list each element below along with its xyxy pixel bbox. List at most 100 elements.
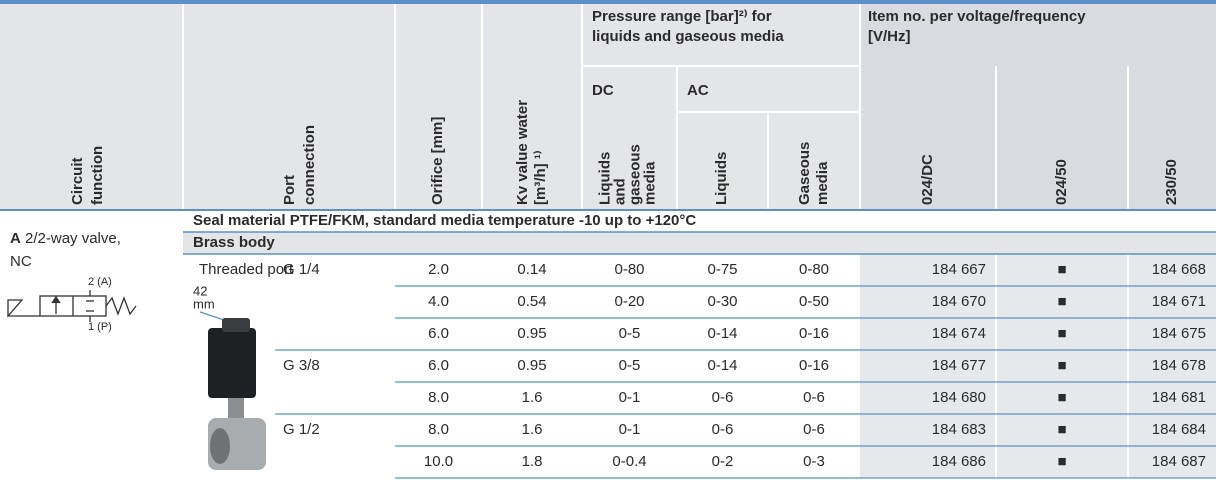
cell: 0-80 xyxy=(614,261,644,278)
column-header: gaseous xyxy=(626,144,643,205)
thread-size: G 1/2 xyxy=(283,421,320,438)
cell: 0-6 xyxy=(712,389,734,406)
port-type: Threaded port xyxy=(199,261,294,278)
cell: 0-80 xyxy=(799,261,829,278)
cell: 0-75 xyxy=(707,261,737,278)
column-header: Port xyxy=(281,175,298,205)
body-row: Brass body xyxy=(193,234,275,251)
cell: 184 683 xyxy=(932,421,986,438)
valve-photo xyxy=(199,311,266,470)
cell: 0.95 xyxy=(517,357,546,374)
circuit-label: A 2/2-way valve, xyxy=(10,230,121,247)
cell: 6.0 xyxy=(428,357,449,374)
cell: 0-1 xyxy=(619,421,641,438)
circuit-letter: A xyxy=(10,230,21,247)
cell: ■ xyxy=(1057,325,1066,342)
seal-row: Seal material PTFE/FKM, standard media t… xyxy=(193,212,696,229)
header-separators xyxy=(182,4,1129,210)
cell: 0-16 xyxy=(799,325,829,342)
cell: 8.0 xyxy=(428,421,449,438)
column-header: 230/50 xyxy=(1163,159,1180,205)
image-caption: 42 xyxy=(193,283,207,298)
cell: 0-2 xyxy=(712,453,734,470)
circuit-text: 2/2-way valve, xyxy=(25,230,121,247)
cell: 0-6 xyxy=(803,421,825,438)
column-header: Orifice [mm] xyxy=(429,117,446,205)
cell: 184 670 xyxy=(932,293,986,310)
cell: 184 667 xyxy=(932,261,986,278)
item-separators xyxy=(995,254,1129,478)
cell: 184 677 xyxy=(932,357,986,374)
cell: 0-20 xyxy=(614,293,644,310)
column-header: Liquids xyxy=(713,152,730,205)
port-label: 2 (A) xyxy=(88,276,112,288)
cell: 184 674 xyxy=(932,325,986,342)
cell: ■ xyxy=(1057,389,1066,406)
cell: ■ xyxy=(1057,261,1066,278)
header-text: AC xyxy=(687,82,709,99)
cell: 6.0 xyxy=(428,325,449,342)
header-text: liquids and gaseous media xyxy=(592,28,784,45)
cell: 184 684 xyxy=(1152,421,1206,438)
cell: ■ xyxy=(1057,357,1066,374)
item-cells-bg xyxy=(860,254,1216,478)
cell: 1.8 xyxy=(522,453,543,470)
cell: 0.54 xyxy=(517,293,546,310)
column-header: 024/DC xyxy=(919,154,936,205)
cell: 184 668 xyxy=(1152,261,1206,278)
cell: 1.6 xyxy=(522,389,543,406)
cell: 0-14 xyxy=(707,357,737,374)
column-header: Kv value water xyxy=(514,100,531,205)
column-header: 024/50 xyxy=(1053,159,1070,205)
column-header: and xyxy=(611,178,628,205)
header-text: Pressure range [bar]²⁾ for xyxy=(592,8,772,25)
cell: 0-14 xyxy=(707,325,737,342)
column-header: Circuit xyxy=(69,157,86,205)
cell: 0-6 xyxy=(712,421,734,438)
image-caption: mm xyxy=(193,296,215,311)
cell: 0-3 xyxy=(803,453,825,470)
column-header: connection xyxy=(301,125,318,205)
cell: 0.14 xyxy=(517,261,546,278)
column-header: Gaseous xyxy=(796,142,813,205)
column-header: [m³/h] ¹⁾ xyxy=(532,150,549,205)
port-label: 1 (P) xyxy=(88,321,112,333)
cell: 0.95 xyxy=(517,325,546,342)
cell: 184 686 xyxy=(932,453,986,470)
thread-size: G 3/8 xyxy=(283,357,320,374)
cell: 2.0 xyxy=(428,261,449,278)
cell: 0-50 xyxy=(799,293,829,310)
cell: 0-6 xyxy=(803,389,825,406)
cell: 184 680 xyxy=(932,389,986,406)
valve-symbol xyxy=(7,290,137,322)
cell: 0-0.4 xyxy=(612,453,646,470)
cell: ■ xyxy=(1057,421,1066,438)
cell: 0-5 xyxy=(619,325,641,342)
header-text: DC xyxy=(592,82,614,99)
circuit-label: NC xyxy=(10,253,32,270)
cell: 184 687 xyxy=(1152,453,1206,470)
cell: 4.0 xyxy=(428,293,449,310)
cell: 184 675 xyxy=(1152,325,1206,342)
cell: 0-5 xyxy=(619,357,641,374)
column-header: media xyxy=(814,161,831,205)
header-text: Item no. per voltage/frequency xyxy=(868,8,1086,25)
top-rule xyxy=(0,0,1216,4)
cell: 8.0 xyxy=(428,389,449,406)
cell: 0-16 xyxy=(799,357,829,374)
cell: 0-1 xyxy=(619,389,641,406)
cell: 1.6 xyxy=(522,421,543,438)
column-header: Liquids xyxy=(596,152,613,205)
column-header: media xyxy=(641,161,658,205)
header-text: [V/Hz] xyxy=(868,28,911,45)
cell: 0-30 xyxy=(707,293,737,310)
cell: 184 678 xyxy=(1152,357,1206,374)
thread-size: G 1/4 xyxy=(283,261,320,278)
cell: 184 671 xyxy=(1152,293,1206,310)
cell: ■ xyxy=(1057,453,1066,470)
column-header: function xyxy=(89,146,106,205)
body-row-bg xyxy=(183,232,1216,254)
item-header-bg xyxy=(860,0,1216,210)
cell: 10.0 xyxy=(424,453,453,470)
cell: ■ xyxy=(1057,293,1066,310)
